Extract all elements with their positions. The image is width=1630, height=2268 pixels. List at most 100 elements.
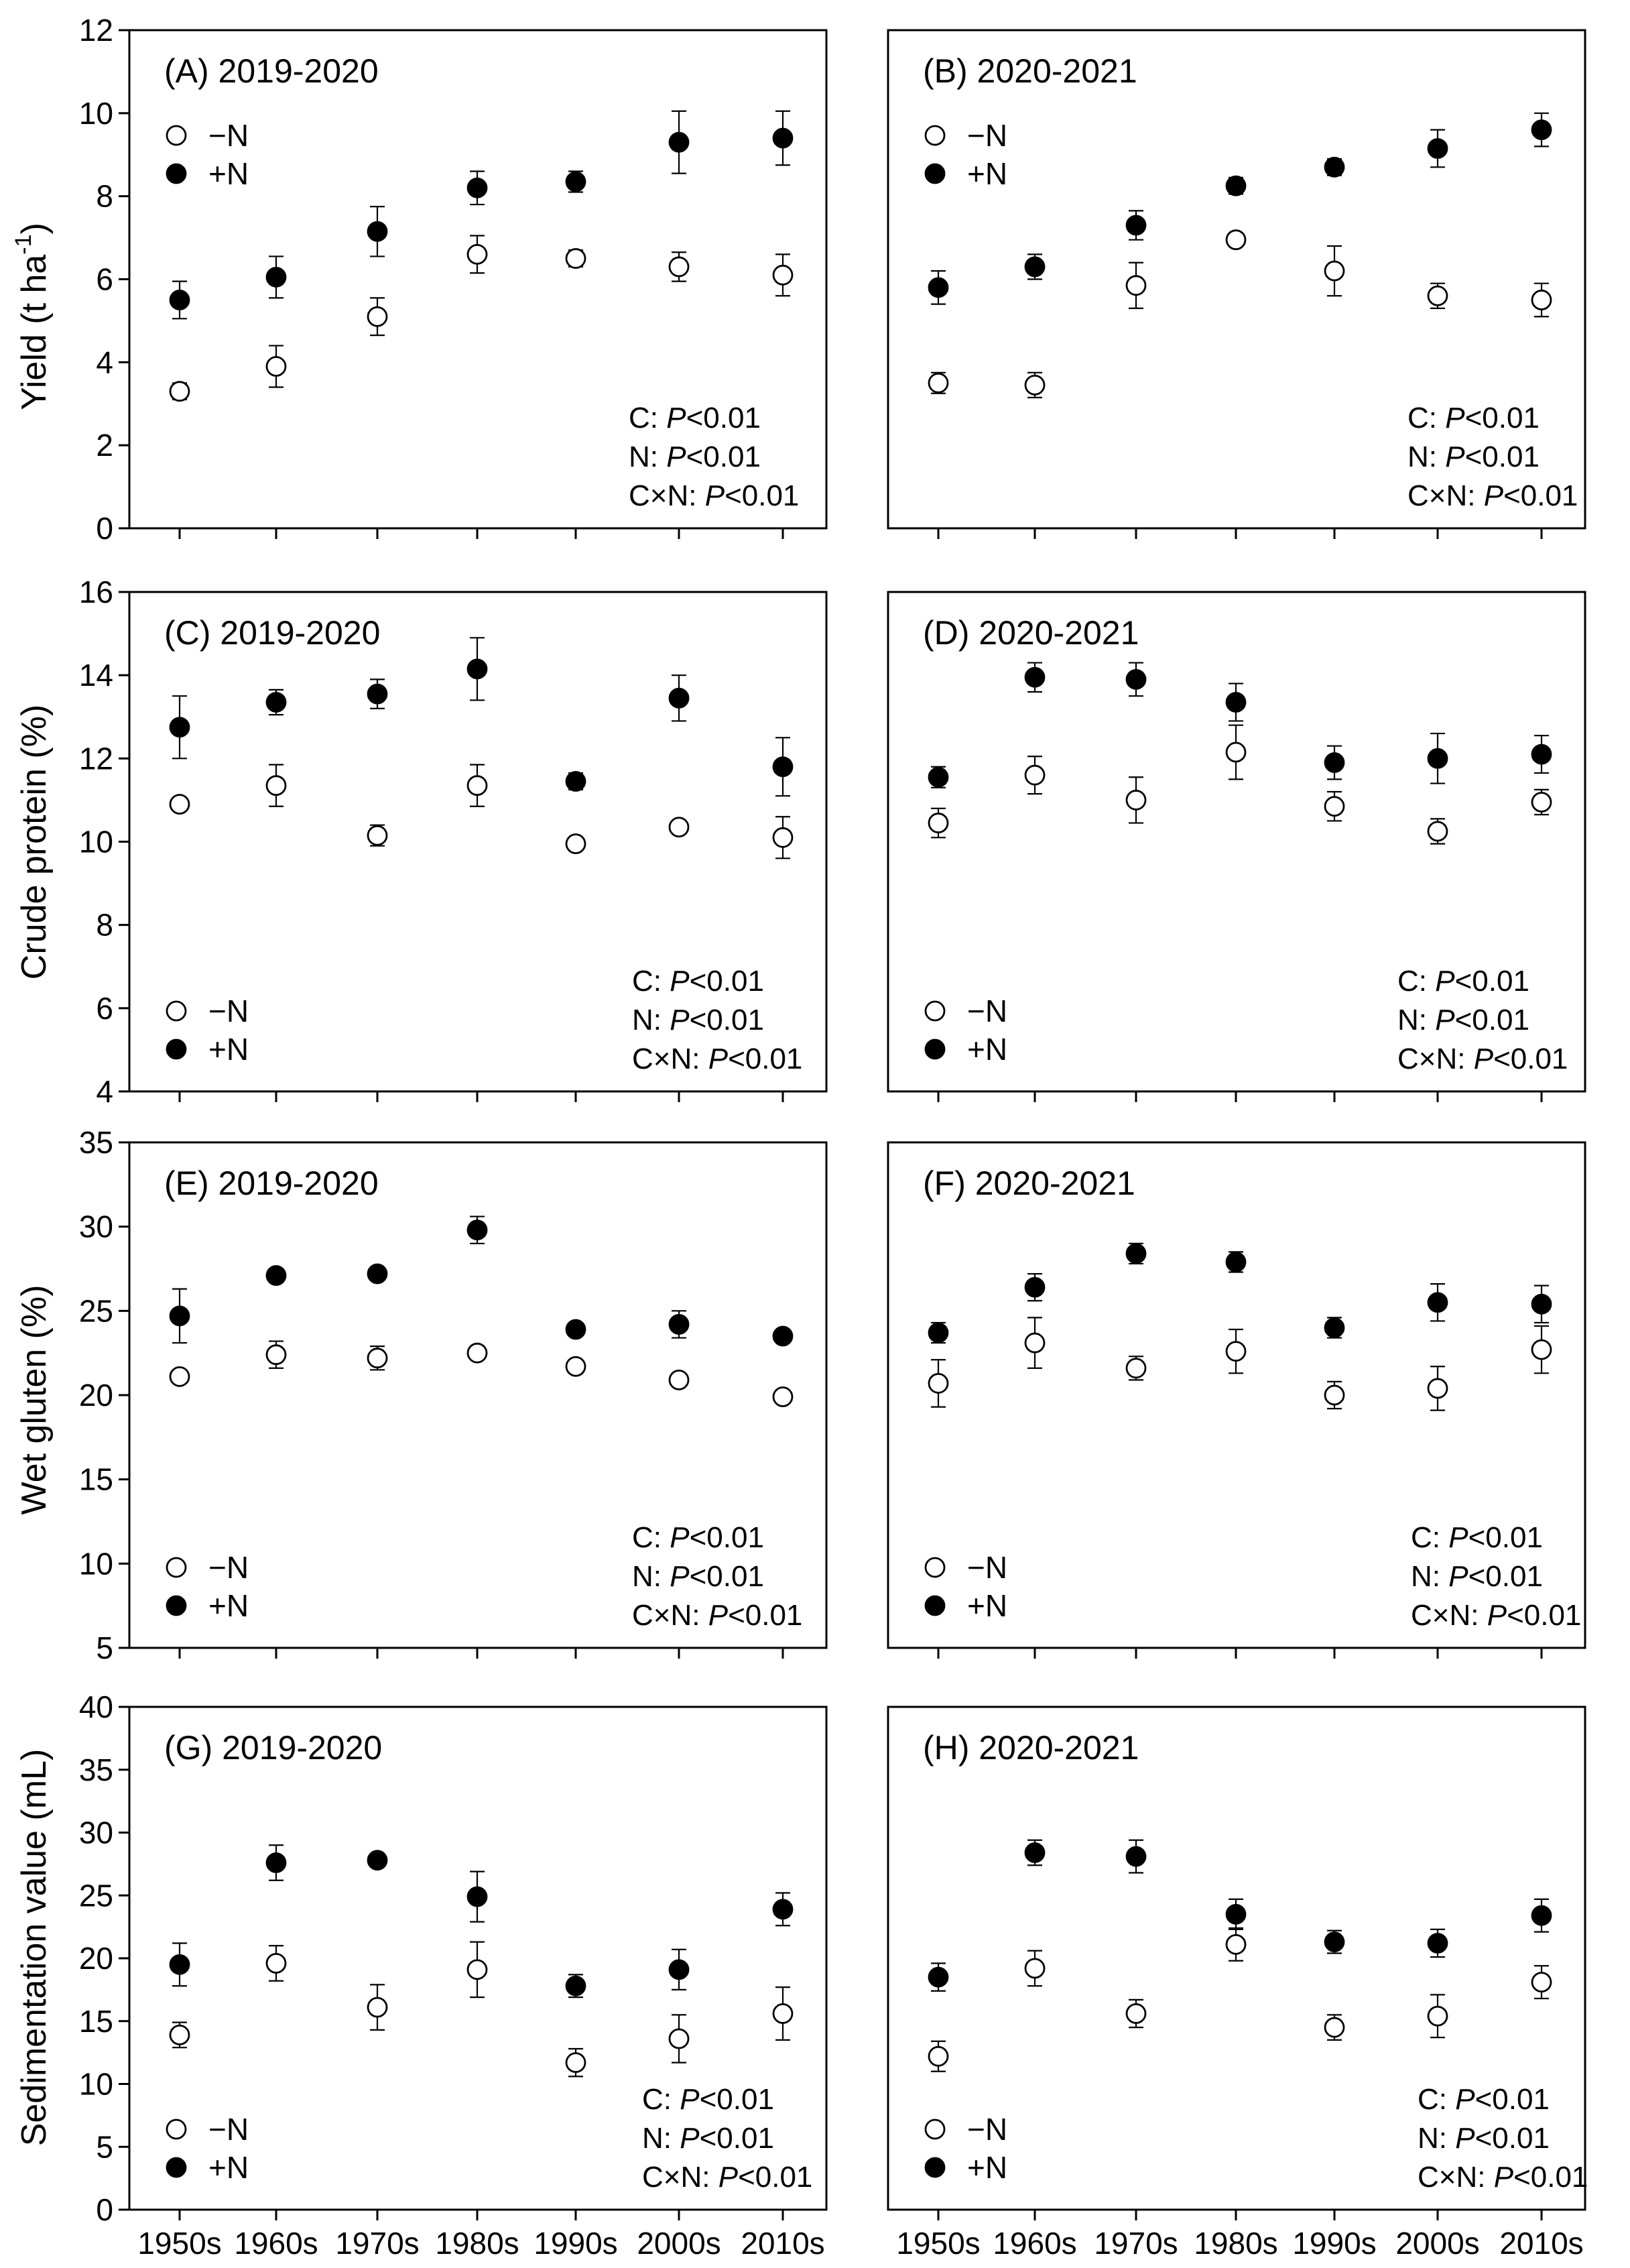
point-plus-n-b-1960s [1024, 256, 1046, 278]
point-minus-n-a-1970s [367, 306, 388, 327]
point-plus-n-d-1990s [1324, 752, 1345, 773]
stat-line-h-0: C: P<0.01 [1418, 2083, 1550, 2116]
ytick-label-e-30: 30 [79, 1209, 113, 1244]
point-plus-n-d-1970s [1125, 668, 1147, 690]
point-plus-n-c-1970s [367, 683, 388, 705]
point-minus-n-b-1980s [1225, 229, 1247, 251]
legend-label-minus-n-d: −N [967, 994, 1007, 1028]
ylabel-yield-close: ) [15, 223, 54, 234]
legend-label-minus-n-e: −N [208, 1550, 249, 1585]
legend-marker-minus-n-f [924, 1557, 946, 1578]
point-minus-n-h-1950s [928, 2045, 949, 2067]
point-plus-n-c-1960s [265, 692, 287, 713]
legend-label-plus-n-h: +N [967, 2150, 1007, 2185]
point-plus-n-a-2000s [668, 131, 690, 153]
stat-line-d-2: C×N: P<0.01 [1397, 1042, 1568, 1075]
panel-h: 1950s 1960s 1970s 1980s 1990s 2000s 2010s (H) 2… [887, 1706, 1588, 2261]
legend-label-minus-n-b: −N [967, 118, 1007, 153]
point-minus-n-a-1990s [565, 248, 586, 269]
point-plus-n-b-2000s [1427, 138, 1448, 159]
legend-label-minus-n-f: −N [967, 1550, 1007, 1585]
point-minus-n-c-1970s [367, 825, 388, 846]
point-minus-n-g-2000s [668, 2028, 690, 2049]
point-minus-n-e-1970s [367, 1348, 388, 1369]
point-plus-n-b-2010s [1531, 119, 1552, 141]
xtick-label-g-2010s: 2010s [741, 2226, 824, 2261]
panel-f: (F) 2020-2021 −N+N C: P<0.01 N: P<0.01 C×N: … [887, 1141, 1586, 1659]
legend-label-plus-n-d: +N [967, 1032, 1007, 1067]
point-plus-n-d-1960s [1024, 666, 1046, 688]
point-plus-n-f-2000s [1427, 1292, 1448, 1313]
ytick-label-c-16: 16 [79, 575, 113, 609]
point-minus-n-b-1960s [1024, 374, 1046, 396]
point-plus-n-h-2010s [1531, 1905, 1552, 1926]
legend-label-plus-n-c: +N [208, 1032, 249, 1067]
point-plus-n-f-1960s [1024, 1276, 1046, 1298]
stat-line-e-2: C×N: P<0.01 [632, 1599, 802, 1632]
point-plus-n-a-1960s [265, 267, 287, 288]
panel-c: 4 6 8 10 12 14 16 (C) 2019-2020 −N +N C: P<0.01 N: … [79, 575, 828, 1109]
panel-d: (D) 2020-2021 −N +N C: P<0.01 N: P<0.01 C×N: … [887, 591, 1586, 1102]
stat-line-b-2: C×N: P<0.01 [1407, 479, 1578, 512]
panel-title-c: (C) 2019-2020 [164, 614, 380, 652]
point-plus-n-f-1970s [1125, 1243, 1147, 1264]
ylabel-sedimentation: Sedimentation value (mL) [15, 1749, 54, 2147]
point-plus-n-e-1960s [265, 1265, 287, 1286]
ytick-label-g-5: 5 [96, 2129, 113, 2164]
ylabel-wet-gluten: Wet gluten (%) [15, 1285, 54, 1515]
stat-line-e-0: C: P<0.01 [632, 1521, 764, 1554]
legend-marker-minus-n-e [166, 1557, 187, 1578]
point-plus-n-e-1950s [169, 1305, 190, 1327]
legend-label-plus-n-g: +N [208, 2150, 249, 2185]
legend-label-minus-n-h: −N [967, 2112, 1007, 2147]
point-minus-n-c-1960s [265, 775, 287, 796]
point-plus-n-g-1980s [466, 1886, 488, 1907]
point-plus-n-h-1990s [1324, 1931, 1345, 1953]
point-plus-n-h-1970s [1125, 1846, 1147, 1867]
point-minus-n-c-2000s [668, 817, 690, 838]
panel-g: 0 5 10 15 20 25 30 35 40 1950s 1960s 1970s 1980s 1990… [79, 1689, 828, 2261]
ytick-label-g-15: 15 [79, 2004, 113, 2039]
point-plus-n-c-2010s [772, 756, 794, 778]
point-plus-n-c-1980s [466, 658, 488, 680]
point-plus-n-g-1970s [367, 1850, 388, 1871]
point-minus-n-g-1970s [367, 1996, 388, 2018]
point-minus-n-g-1980s [466, 1959, 488, 1980]
point-plus-n-g-1960s [265, 1852, 287, 1873]
point-plus-n-b-1980s [1225, 175, 1247, 196]
stat-line-c-1: N: P<0.01 [632, 1004, 764, 1036]
point-minus-n-d-2000s [1427, 821, 1448, 842]
point-minus-n-h-1980s [1225, 1933, 1247, 1955]
stat-line-g-2: C×N: P<0.01 [642, 2161, 812, 2194]
panel-title-g: (G) 2019-2020 [164, 1729, 382, 1767]
ytick-label-g-25: 25 [79, 1878, 113, 1913]
point-plus-n-h-1950s [928, 1966, 949, 1988]
ytick-label-g-20: 20 [79, 1941, 113, 1976]
point-minus-n-c-1980s [466, 775, 488, 796]
point-plus-n-h-1960s [1024, 1842, 1046, 1863]
point-minus-n-e-1960s [265, 1344, 287, 1366]
ytick-label-e-25: 25 [79, 1293, 113, 1328]
point-plus-n-a-1980s [466, 177, 488, 198]
point-plus-n-e-1970s [367, 1263, 388, 1285]
point-minus-n-c-1950s [169, 794, 190, 815]
ytick-label-a-2: 2 [96, 428, 113, 463]
point-plus-n-c-2000s [668, 687, 690, 709]
point-minus-n-b-2010s [1531, 290, 1552, 310]
legend-marker-minus-n-b [924, 125, 946, 146]
point-minus-n-e-2000s [668, 1369, 690, 1390]
point-minus-n-a-1980s [466, 243, 488, 265]
legend-label-plus-n-a: +N [208, 156, 249, 191]
xtick-label-g-1970s: 1970s [335, 2226, 419, 2261]
point-plus-n-e-1980s [466, 1219, 488, 1241]
panel-title-b: (B) 2020-2021 [923, 52, 1137, 90]
point-minus-n-e-2010s [772, 1386, 794, 1407]
legend-marker-plus-n-f [924, 1595, 946, 1616]
ytick-label-e-5: 5 [96, 1630, 113, 1665]
ytick-label-a-10: 10 [79, 96, 113, 131]
stat-line-e-1: N: P<0.01 [632, 1560, 764, 1593]
point-minus-n-b-1990s [1324, 260, 1345, 282]
point-plus-n-e-2000s [668, 1314, 690, 1335]
point-minus-n-b-1950s [928, 372, 949, 394]
